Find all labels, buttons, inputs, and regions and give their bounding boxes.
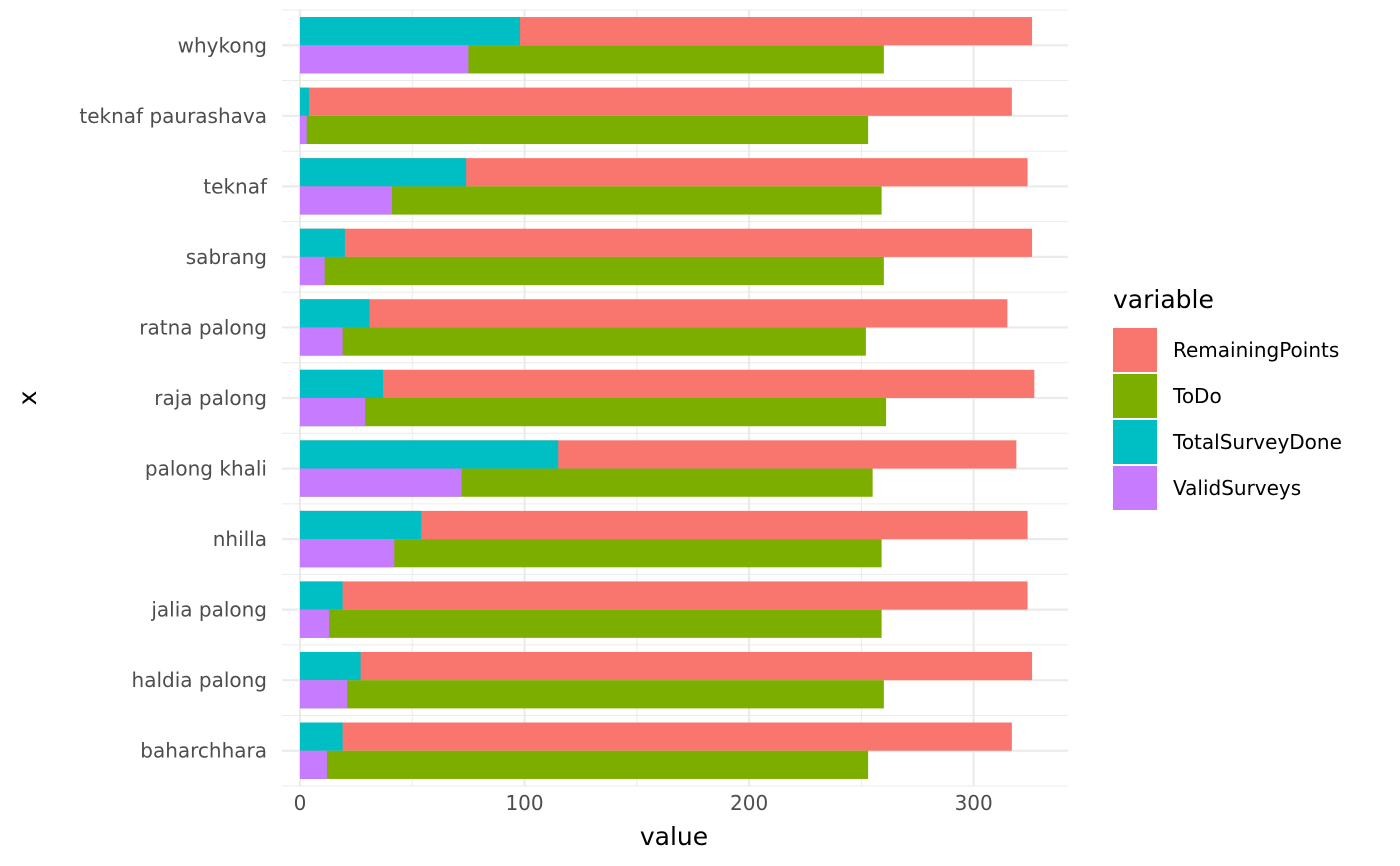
x-axis-title: value — [640, 822, 708, 851]
x-tick-label: 300 — [955, 791, 993, 815]
bar-ValidSurveys — [299, 327, 343, 356]
bar-layer — [299, 17, 1035, 779]
y-tick-label: ratna palong — [139, 315, 267, 339]
bar-RemainingPoints — [299, 722, 1012, 751]
bar-RemainingPoints — [299, 87, 1012, 116]
bar-ValidSurveys — [299, 539, 395, 568]
legend-label: ToDo — [1172, 384, 1222, 408]
legend-key-ToDo — [1113, 374, 1157, 418]
legend-title: variable — [1113, 285, 1214, 314]
bar-RemainingPoints — [299, 299, 1008, 328]
bar-RemainingPoints — [299, 228, 1033, 257]
bar-ValidSurveys — [299, 468, 462, 497]
y-tick-label: haldia palong — [132, 668, 267, 692]
bar-ValidSurveys — [299, 186, 393, 215]
y-axis-title: x — [13, 391, 42, 406]
y-tick-label: sabrang — [186, 245, 267, 269]
y-tick-label: baharchhara — [140, 739, 267, 763]
bar-TotalSurveyDone — [299, 17, 521, 46]
bar-ValidSurveys — [299, 609, 330, 638]
y-tick-label: teknaf — [203, 174, 268, 198]
bar-ToDo — [299, 398, 887, 427]
bar-ValidSurveys — [299, 45, 469, 74]
bar-RemainingPoints — [299, 369, 1035, 398]
bar-ToDo — [299, 256, 884, 286]
bar-ToDo — [299, 115, 869, 145]
legend-label: ValidSurveys — [1173, 476, 1301, 500]
y-tick-label: whykong — [178, 33, 267, 57]
bar-ToDo — [299, 327, 866, 356]
y-tick-label: nhilla — [213, 527, 267, 551]
legend-key-ValidSurveys — [1113, 466, 1157, 510]
bar-TotalSurveyDone — [299, 158, 467, 187]
y-tick-label: palong khali — [145, 457, 267, 481]
x-tick-label: 200 — [730, 791, 768, 815]
axis-layer: 0 100 200 300 baharchhara haldia palong jalia … — [79, 33, 992, 815]
y-tick-label: teknaf paurashava — [79, 104, 267, 128]
y-tick-label: jalia palong — [150, 598, 267, 622]
legend-label: TotalSurveyDone — [1172, 430, 1342, 454]
bar-TotalSurveyDone — [299, 228, 345, 257]
legend: variable RemainingPoints ToDo TotalSurveyD… — [1113, 285, 1342, 510]
bar-ValidSurveys — [299, 680, 348, 709]
bar-ToDo — [299, 186, 882, 215]
bar-ToDo — [299, 680, 884, 709]
bar-RemainingPoints — [299, 651, 1033, 681]
bar-TotalSurveyDone — [299, 87, 309, 116]
bar-TotalSurveyDone — [299, 510, 422, 540]
legend-label: RemainingPoints — [1173, 338, 1339, 362]
bar-TotalSurveyDone — [299, 651, 361, 681]
bar-ValidSurveys — [299, 398, 366, 427]
bar-TotalSurveyDone — [299, 581, 343, 610]
bar-ValidSurveys — [299, 750, 327, 779]
bar-ToDo — [299, 609, 882, 638]
bar-ToDo — [299, 750, 869, 779]
bar-TotalSurveyDone — [299, 440, 559, 469]
x-tick-label: 0 — [294, 791, 307, 815]
legend-key-TotalSurveyDone — [1113, 420, 1157, 464]
bar-ValidSurveys — [299, 115, 307, 145]
y-tick-label: raja palong — [154, 386, 267, 410]
bar-TotalSurveyDone — [299, 722, 343, 751]
bar-ToDo — [299, 539, 882, 568]
x-tick-label: 100 — [505, 791, 543, 815]
bar-ValidSurveys — [299, 256, 325, 286]
bar-TotalSurveyDone — [299, 299, 370, 328]
bar-TotalSurveyDone — [299, 369, 384, 398]
bar-RemainingPoints — [299, 581, 1028, 610]
legend-key-RemainingPoints — [1113, 328, 1157, 372]
